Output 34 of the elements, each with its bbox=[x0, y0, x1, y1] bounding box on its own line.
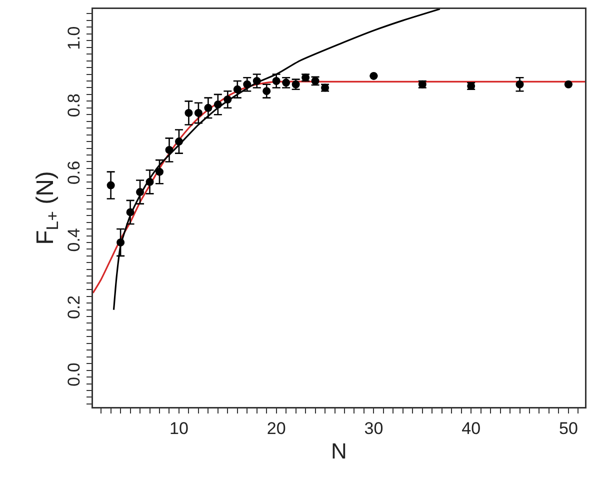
line-series bbox=[112, 9, 441, 311]
point bbox=[184, 108, 193, 117]
point bbox=[165, 146, 174, 154]
point bbox=[126, 208, 134, 216]
y-tick-label: 0.8 bbox=[64, 94, 84, 118]
y-tick-label: 0.6 bbox=[64, 160, 84, 184]
x-tick-label: 30 bbox=[364, 418, 384, 438]
point bbox=[136, 188, 144, 196]
point bbox=[204, 104, 212, 112]
point bbox=[214, 100, 222, 109]
y-tick-label: 1.0 bbox=[64, 26, 84, 50]
y-tick-label: 0.2 bbox=[64, 295, 84, 320]
point bbox=[272, 77, 280, 85]
x-tick-label: 10 bbox=[170, 418, 188, 438]
point bbox=[516, 80, 524, 88]
point bbox=[243, 80, 252, 88]
point bbox=[262, 87, 271, 96]
point bbox=[233, 85, 242, 94]
point bbox=[370, 72, 378, 80]
point bbox=[116, 238, 125, 246]
y-tick-label: 0.0 bbox=[64, 362, 84, 386]
point bbox=[156, 168, 164, 176]
point bbox=[252, 77, 261, 85]
point bbox=[174, 138, 183, 146]
x-tick-label: 40 bbox=[462, 418, 481, 438]
point bbox=[564, 80, 572, 88]
x-tick-label: 20 bbox=[266, 418, 286, 438]
point bbox=[146, 178, 154, 186]
y-tick-label: 0.4 bbox=[64, 228, 84, 252]
point bbox=[106, 181, 115, 190]
point bbox=[224, 96, 232, 104]
point bbox=[194, 108, 202, 117]
x-tick-label: 50 bbox=[558, 418, 578, 438]
x-axis-title: N bbox=[331, 438, 347, 464]
